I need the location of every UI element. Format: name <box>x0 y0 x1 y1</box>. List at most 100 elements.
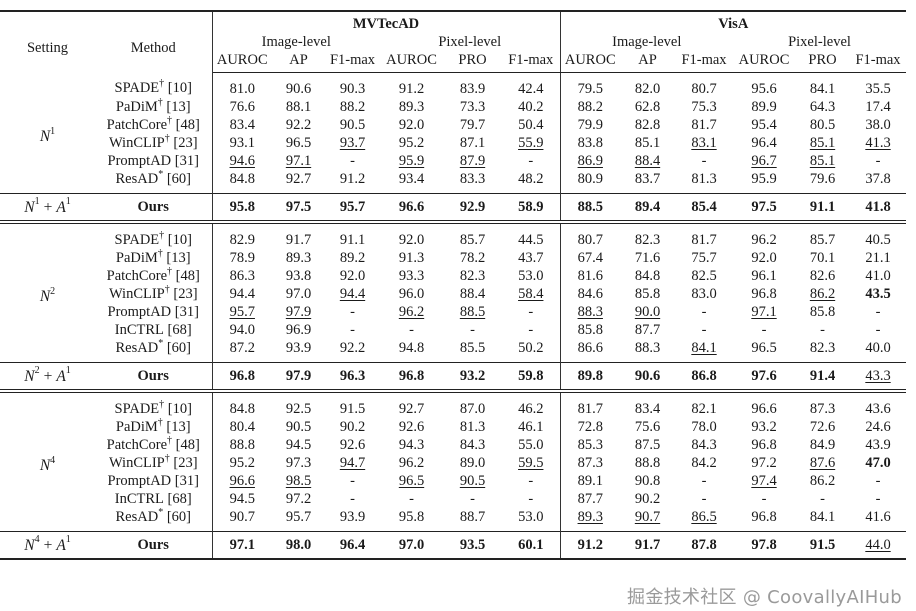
cell-value: 64.3 <box>809 98 836 115</box>
table-cell: 93.1 <box>212 134 272 152</box>
table-row: PromptAD [31] 96.6 98.5 - 96.5 90.5 - 89.1 90.8 -… <box>0 472 906 490</box>
cell-value: 93.1 <box>229 134 255 151</box>
cell-value: - <box>761 490 767 507</box>
cell-value: 96.4 <box>751 134 777 151</box>
table-cell: - <box>850 152 906 170</box>
method-ref: [10] <box>167 80 192 97</box>
cell-value: 75.7 <box>691 249 717 266</box>
cell-value: 96.1 <box>751 267 777 284</box>
method-name: ResAD* [60] <box>95 507 213 532</box>
cell-value: 92.2 <box>285 116 312 133</box>
cell-value: 88.4 <box>459 285 486 302</box>
table-cell: 95.2 <box>380 134 443 152</box>
cell-value: 90.8 <box>634 472 661 489</box>
table-row: WinCLIP† [23] 94.4 97.0 94.4 96.0 88.4 58.4 84.… <box>0 284 906 303</box>
method-label: PromptAD <box>107 303 172 320</box>
table-cell: - <box>380 321 443 339</box>
cell-value: 75.3 <box>691 98 717 115</box>
method-name: PatchCore† [48] <box>95 115 213 134</box>
setting-label: N2 <box>0 222 95 363</box>
table-cell: 84.8 <box>212 170 272 194</box>
table-cell: 93.5 <box>443 531 502 560</box>
table-cell: 78.9 <box>212 249 272 267</box>
table-cell: 40.2 <box>502 98 561 116</box>
table-cell: 92.0 <box>325 267 380 285</box>
cell-value: 96.5 <box>751 339 777 356</box>
ours-method-label: Ours <box>95 193 213 224</box>
table-cell: 79.6 <box>795 170 850 194</box>
table-cell: 91.7 <box>272 222 325 249</box>
cell-value: 86.2 <box>809 285 836 302</box>
table-cell: 94.4 <box>325 285 380 303</box>
cell-value: 78.9 <box>229 249 255 266</box>
cell-value: 98.5 <box>285 472 312 489</box>
table-cell: 92.0 <box>733 249 795 267</box>
cell-value: 87.3 <box>577 454 603 471</box>
table-cell: 84.8 <box>212 391 272 418</box>
setting-label: N1 <box>0 73 95 194</box>
method-ref: [60] <box>166 170 191 187</box>
table-cell: 94.3 <box>380 436 443 454</box>
table-cell: 86.9 <box>560 152 620 170</box>
cell-value: 24.6 <box>865 418 891 435</box>
table-row: PromptAD [31] 94.6 97.1 - 95.9 87.9 - 86.9 88.4 -… <box>0 152 906 170</box>
cell-value: 82.8 <box>634 116 661 133</box>
method-name: InCTRL [68] <box>95 490 213 508</box>
table-cell: 87.6 <box>795 454 850 472</box>
cell-value: 85.7 <box>809 231 836 248</box>
cell-value: 89.3 <box>577 508 603 525</box>
table-cell: 91.2 <box>325 170 380 194</box>
cell-value: 87.2 <box>229 339 255 356</box>
table-cell: 41.8 <box>850 193 907 224</box>
table-cell: 91.5 <box>325 391 380 418</box>
table-cell: 97.2 <box>272 490 325 508</box>
cell-value: 72.8 <box>577 418 603 435</box>
cell-value: 84.3 <box>459 436 486 453</box>
cell-value: 88.3 <box>577 303 603 320</box>
table-cell: - <box>675 152 733 170</box>
table-cell: 85.7 <box>443 222 502 249</box>
cell-value: 87.0 <box>459 400 486 417</box>
table-cell: - <box>733 321 795 339</box>
cell-value: 79.9 <box>577 116 603 133</box>
table-cell: 89.3 <box>560 508 620 532</box>
cell-value: 88.3 <box>634 339 661 356</box>
table-cell: 91.5 <box>795 531 850 560</box>
table-cell: 95.2 <box>212 454 272 472</box>
table-cell: 40.0 <box>850 339 906 363</box>
table-cell: 87.7 <box>560 490 620 508</box>
table-cell: 92.2 <box>325 339 380 363</box>
cell-value: 93.9 <box>285 339 312 356</box>
setting-exp: 1 <box>65 534 71 546</box>
cell-value: 17.4 <box>865 98 891 115</box>
table-cell: 97.5 <box>733 193 795 224</box>
table-cell: 84.6 <box>560 285 620 303</box>
method-mark: † <box>157 96 163 108</box>
table-cell: - <box>502 303 561 321</box>
table-cell: 98.5 <box>272 472 325 490</box>
setting-var: A <box>56 198 66 216</box>
method-ref: [10] <box>167 231 192 248</box>
table-cell: 96.5 <box>380 472 443 490</box>
cell-value: 86.5 <box>691 508 717 525</box>
table-cell: 41.3 <box>850 134 906 152</box>
cell-value: 85.8 <box>634 285 661 302</box>
table-cell: 98.0 <box>272 531 325 560</box>
cell-value: 90.5 <box>459 472 486 489</box>
cell-value: 76.6 <box>229 98 255 115</box>
cell-value: 91.7 <box>634 536 661 553</box>
table-cell: 96.8 <box>733 285 795 303</box>
cell-value: 83.3 <box>459 170 486 187</box>
table-cell: 64.3 <box>795 98 850 116</box>
cell-value: 91.1 <box>809 198 836 215</box>
method-name: SPADE† [10] <box>95 222 213 249</box>
table-cell: 84.3 <box>675 436 733 454</box>
cell-value: 96.5 <box>398 472 425 489</box>
table-cell: - <box>850 321 906 339</box>
cell-value: 85.8 <box>577 321 603 338</box>
cell-value: 88.8 <box>229 436 255 453</box>
cell-value: - <box>820 321 825 338</box>
cell-value: 41.3 <box>865 134 891 151</box>
table-cell: 97.4 <box>733 472 795 490</box>
method-mark: * <box>158 168 164 180</box>
